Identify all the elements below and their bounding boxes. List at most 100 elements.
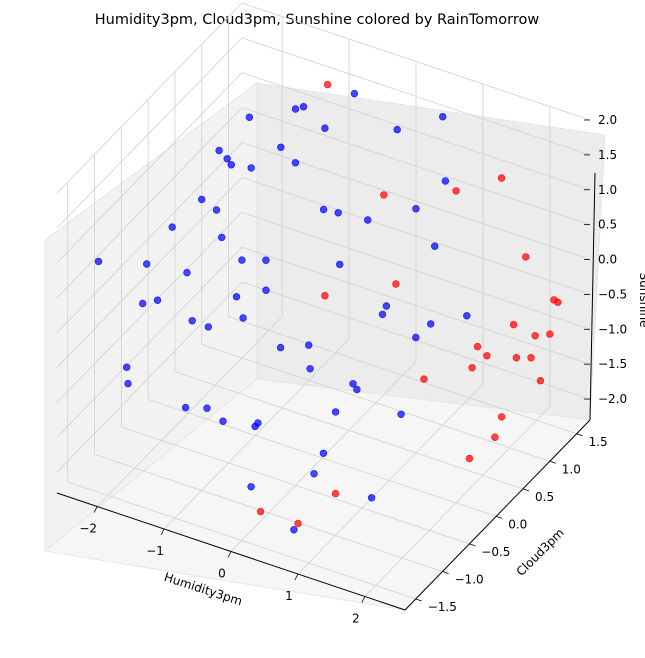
x-gridline-1	[163, 39, 350, 530]
y-gridline-0	[67, 181, 416, 600]
point-series0-13	[232, 293, 241, 301]
z-gridline-5	[56, 107, 591, 298]
point-series0-1	[227, 161, 236, 169]
point-series0-39	[353, 385, 361, 394]
y-gridline-5	[201, 44, 550, 462]
point-series1-4	[468, 364, 476, 372]
z-axis-line	[589, 172, 596, 421]
y-tick-mark-5	[549, 460, 556, 464]
x-tick-label-0: −2	[79, 522, 97, 536]
point-series0-29	[334, 209, 342, 217]
point-series1-11	[521, 253, 530, 261]
z-axis-title: Sunshine	[637, 272, 645, 327]
point-series1-8	[497, 413, 506, 421]
z-gridline-8	[56, 2, 591, 194]
point-series0-28	[349, 380, 357, 388]
point-series1-19	[323, 80, 332, 89]
point-series0-5	[168, 223, 176, 231]
y-tick-label-2: −0.5	[481, 545, 510, 559]
y-gridline-4	[174, 71, 524, 490]
point-series0-17	[350, 89, 359, 98]
point-series0-27	[364, 216, 372, 224]
point-series1-23	[420, 375, 428, 383]
point-series1-9	[509, 320, 518, 329]
point-series1-10	[512, 354, 521, 362]
x-tick-label-4: 2	[352, 612, 360, 626]
point-series0-32	[290, 526, 298, 534]
x-tick-mark-3	[294, 573, 299, 581]
y-gridline-3	[147, 99, 497, 517]
point-series0-44	[319, 205, 328, 214]
z-gridline-3	[56, 176, 591, 368]
y-tick-label-6: 1.5	[589, 435, 608, 449]
y-tick-label-4: 0.5	[535, 490, 554, 504]
point-series0-10	[277, 143, 285, 152]
point-series1-6	[465, 454, 474, 463]
point-series0-58	[463, 312, 471, 320]
z-tick-label-7: 1.5	[598, 148, 617, 162]
point-series1-1	[536, 377, 545, 385]
point-series0-14	[218, 233, 226, 242]
point-series1-22	[256, 507, 265, 516]
point-series0-40	[94, 257, 103, 266]
point-series1-20	[294, 519, 302, 528]
point-series1-2	[527, 354, 535, 362]
point-series0-56	[439, 112, 447, 121]
z-gridline-2	[56, 211, 591, 403]
point-series0-20	[306, 365, 314, 373]
point-series1-16	[392, 280, 400, 288]
z-tick-label-5: 0.5	[598, 218, 617, 232]
point-series0-7	[139, 299, 147, 308]
chart-title: Humidity3pm, Cloud3pm, Sunshine colored …	[95, 12, 540, 28]
point-series0-51	[223, 155, 231, 163]
y-gridline-6	[228, 16, 577, 435]
point-series0-50	[122, 363, 131, 371]
point-series0-34	[427, 320, 435, 328]
point-series0-30	[319, 449, 328, 457]
x-tick-mark-4	[361, 596, 366, 603]
point-series1-21	[331, 489, 340, 498]
point-series0-4	[183, 268, 191, 277]
point-series0-38	[367, 494, 376, 502]
y-gridline-1	[94, 154, 443, 572]
point-series0-18	[336, 260, 344, 269]
y-tick-mark-3	[496, 515, 503, 519]
point-series0-15	[203, 404, 211, 412]
point-series0-33	[441, 177, 450, 185]
point-series1-0	[546, 330, 554, 338]
point-series0-37	[382, 302, 391, 310]
x-gridline-2	[230, 61, 417, 552]
z-tick-label-2: −1.0	[598, 322, 627, 336]
grid-lines	[56, 2, 591, 600]
y-tick-mark-6	[576, 433, 583, 437]
point-series1-17	[380, 191, 388, 199]
z-tick-label-6: 1.0	[598, 183, 617, 197]
point-series1-14	[483, 352, 491, 360]
x-gridline-3	[297, 84, 484, 575]
point-series0-2	[212, 206, 221, 214]
z-gridline-6	[56, 72, 591, 264]
point-series0-57	[310, 470, 318, 478]
point-series0-3	[198, 195, 206, 204]
z-tick-label-3: −0.5	[598, 287, 627, 301]
x-gridline-0	[96, 16, 283, 507]
y-tick-mark-2	[469, 543, 476, 547]
point-series0-48	[239, 314, 247, 322]
point-series0-12	[247, 164, 255, 172]
point-series0-26	[378, 310, 387, 319]
y-tick-label-5: 1.0	[562, 462, 581, 476]
point-series1-3	[491, 433, 499, 441]
point-series1-18	[321, 292, 329, 300]
point-series1-24	[497, 174, 506, 182]
y-tick-mark-4	[522, 488, 530, 492]
point-series1-5	[531, 332, 539, 340]
point-series0-25	[393, 125, 401, 134]
point-series0-52	[143, 260, 151, 268]
point-series0-0	[245, 113, 254, 122]
point-series0-8	[124, 379, 132, 388]
point-series0-16	[188, 317, 196, 325]
point-series0-24	[247, 483, 255, 491]
z-gridline-0	[56, 281, 591, 473]
point-series0-41	[238, 256, 246, 264]
